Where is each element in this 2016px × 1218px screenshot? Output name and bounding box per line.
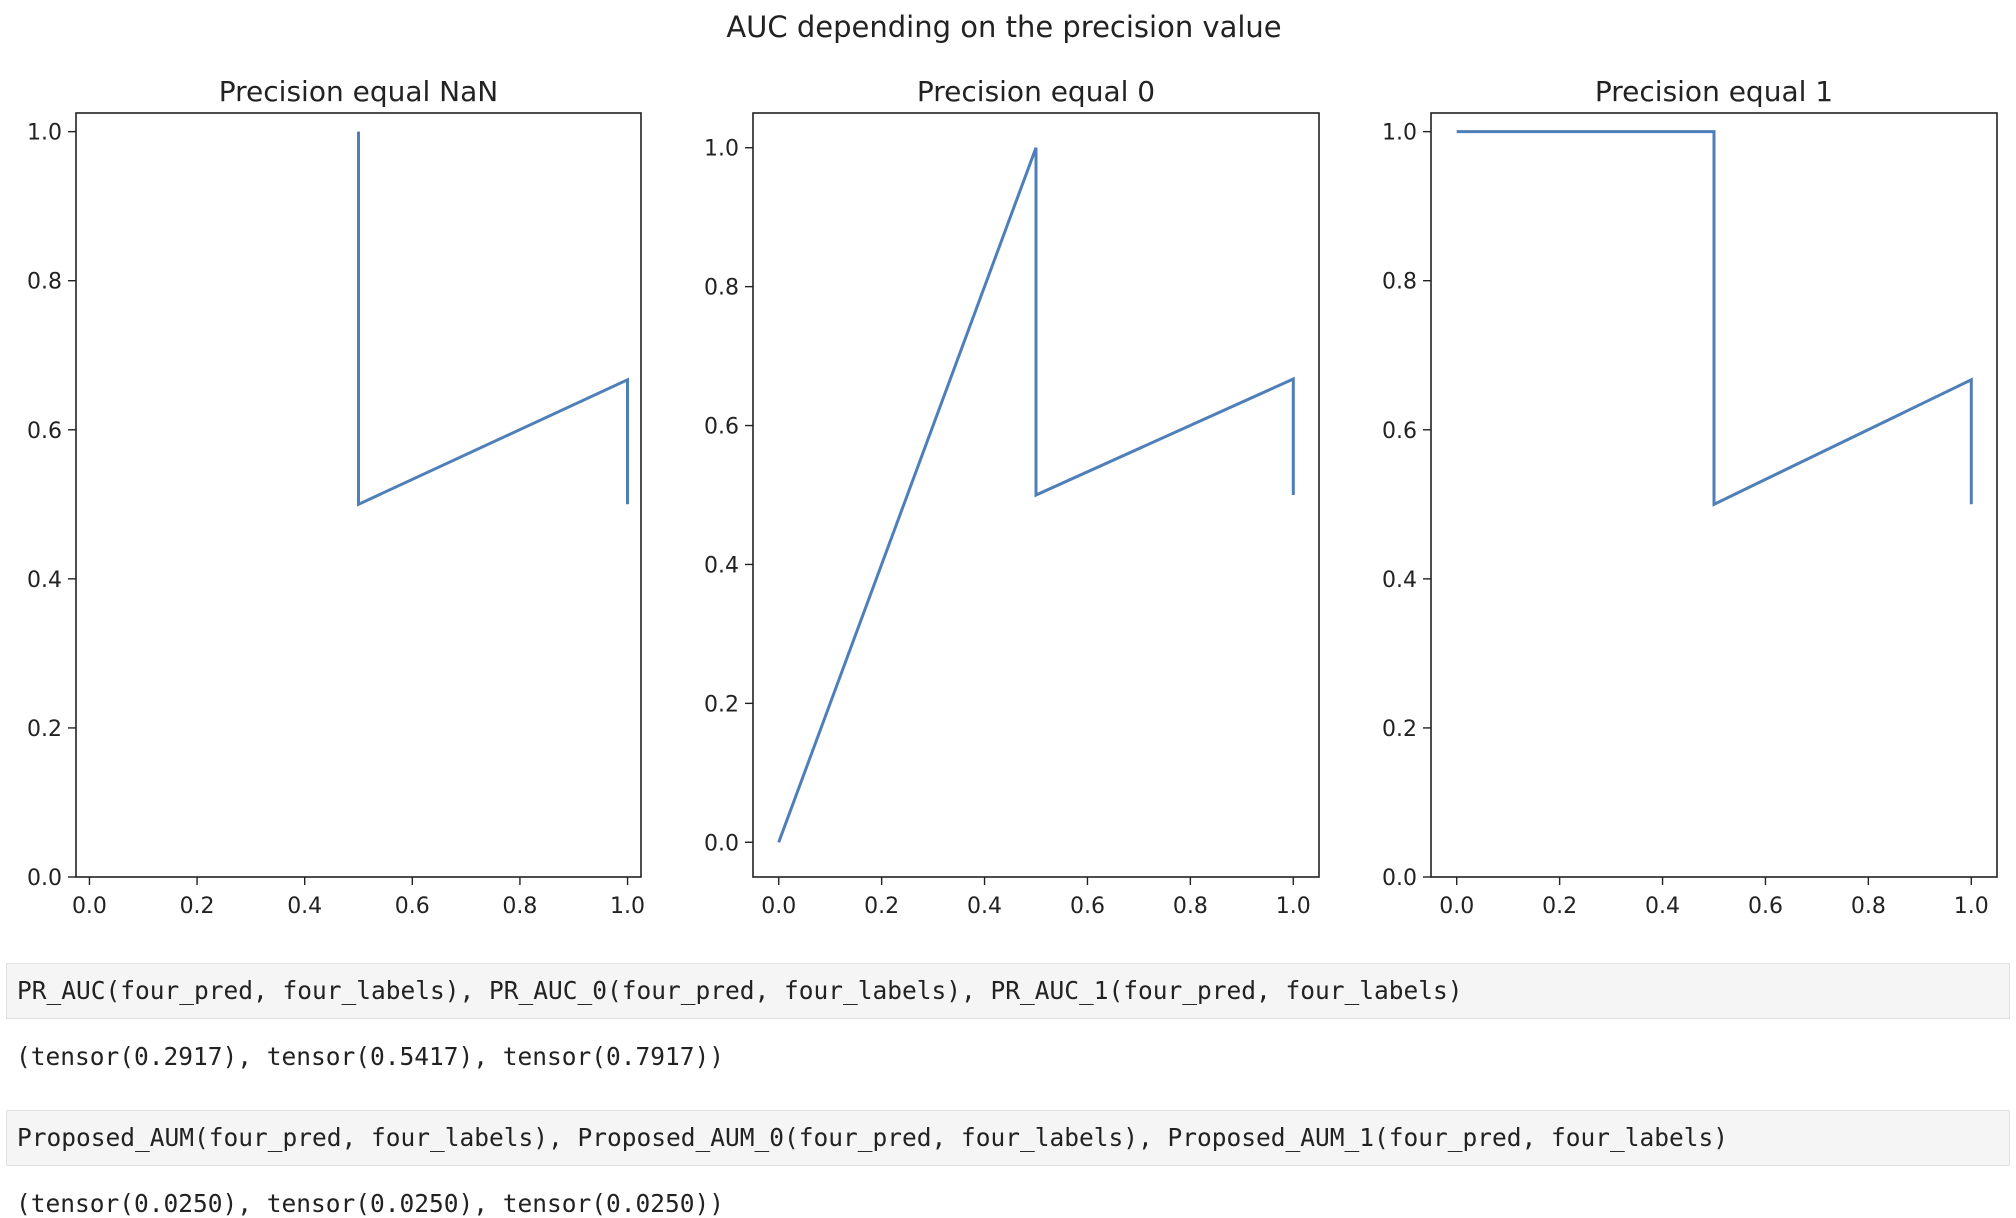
subplot-2-y-tick-label: 0.8 [704,276,739,301]
code-cell-proposed-aum[interactable]: Proposed_AUM(four_pred, four_labels), Pr… [6,1110,2010,1166]
subplot-3-y-tick-label: 0.2 [1382,717,1417,742]
subplot-3-axes-frame [1430,112,1998,878]
subplot-2-x-tick-label: 1.0 [1276,894,1311,919]
subplot-2-y-tick-label: 1.0 [704,137,739,162]
subplot-2-axes-frame [752,112,1320,878]
subplot-2-y-tick-label: 0.4 [704,553,739,578]
figure-suptitle: AUC depending on the precision value [726,10,1281,44]
subplot-1-y-tick-label: 0.0 [27,866,62,891]
subplot-1-y-tick-label: 0.2 [27,717,62,742]
subplot-1-series-line-1 [357,131,629,507]
subplot-1-x-tick-label: 0.6 [395,894,430,919]
subplot-3-y-tick-label: 0.6 [1382,419,1417,444]
subplot-2-title: Precision equal 0 [917,75,1155,108]
output-proposed-aum: (tensor(0.0250), tensor(0.0250), tensor(… [16,1189,725,1218]
subplot-1-y-tick-label: 0.4 [27,568,62,593]
figure: AUC depending on the precision value Pre… [27,10,1998,919]
subplot-3-y-tick-label: 0.4 [1382,568,1417,593]
subplot-1-x-tick-label: 0.8 [502,894,537,919]
subplot-1-y-tick-label: 1.0 [27,121,62,146]
subplot-1-x-tick-label: 0.0 [72,894,107,919]
subplot-2-y-tick-label: 0.0 [704,831,739,856]
subplot-2-y-tick-label: 0.2 [704,692,739,717]
subplot-3-x-tick-label: 0.0 [1439,894,1474,919]
subplot-2-x-tick-label: 0.2 [864,894,899,919]
subplot-1-y-tick-label: 0.6 [27,419,62,444]
subplot-3-x-tick-label: 0.8 [1851,894,1886,919]
subplot-2-x-tick-label: 0.6 [1070,894,1105,919]
subplot-3-y-tick-label: 1.0 [1382,121,1417,146]
subplot-1-axes-frame [75,112,642,878]
subplot-2-x-tick-label: 0.0 [761,894,796,919]
subplot-3-y-tick-label: 0.8 [1382,270,1417,295]
subplot-3-title: Precision equal 1 [1595,75,1833,108]
subplot-3-x-tick-label: 0.6 [1748,894,1783,919]
subplot-1-title: Precision equal NaN [219,75,498,108]
subplot-2-y-tick-label: 0.6 [704,415,739,440]
subplot-1-x-tick-label: 0.2 [180,894,215,919]
subplot-3-x-tick-label: 1.0 [1954,894,1989,919]
subplot-1-x-tick-label: 0.4 [287,894,322,919]
subplot-1-y-tick-label: 0.8 [27,270,62,295]
output-pr-auc: (tensor(0.2917), tensor(0.5417), tensor(… [16,1042,725,1071]
subplot-3-x-tick-label: 0.2 [1542,894,1577,919]
subplot-3-x-tick-label: 0.4 [1645,894,1680,919]
subplot-3-y-tick-label: 0.0 [1382,866,1417,891]
subplot-2-x-tick-label: 0.4 [967,894,1002,919]
subplot-3-series-line-1 [1456,130,1973,507]
subplot-2-series-line-1 [777,147,1295,843]
subplot-1-x-tick-label: 1.0 [610,894,645,919]
code-cell-pr-auc[interactable]: PR_AUC(four_pred, four_labels), PR_AUC_0… [6,963,2010,1019]
subplot-2-x-tick-label: 0.8 [1173,894,1208,919]
